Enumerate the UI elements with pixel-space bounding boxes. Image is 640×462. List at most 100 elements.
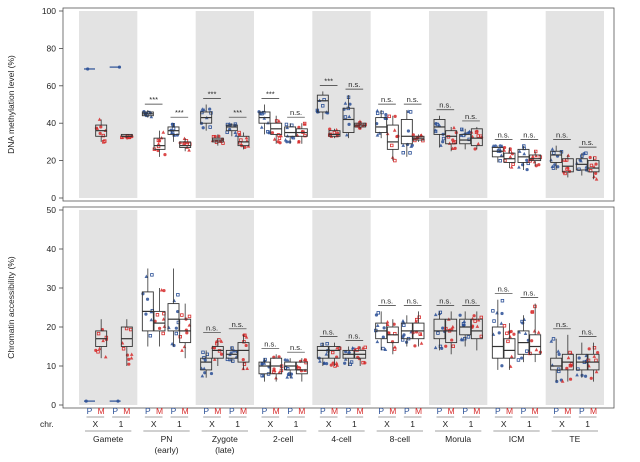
maternal-label: M (298, 406, 305, 416)
data-point (509, 329, 513, 334)
box-group (328, 342, 342, 368)
significance-label: n.s. (465, 296, 477, 305)
box-group (327, 127, 341, 139)
significance-label: n.s. (290, 108, 302, 117)
data-point (343, 357, 348, 361)
box-group (491, 298, 505, 370)
box-iqr (491, 326, 504, 359)
data-point (517, 149, 522, 153)
data-point (258, 112, 263, 116)
data-point (219, 339, 224, 343)
data-point (234, 133, 239, 137)
significance-label: n.s. (407, 95, 419, 104)
accessibility-panel: 0 10 20 30 40 50 Chromatin accessibility (%) n.… (6, 205, 615, 410)
box-group (549, 145, 564, 170)
box-iqr (328, 130, 341, 137)
box-group (374, 311, 388, 351)
box-iqr (211, 346, 224, 359)
box-group (469, 126, 484, 151)
data-point (509, 354, 514, 358)
significance-label: *** (266, 90, 275, 99)
data-point (525, 349, 529, 353)
paternal-label: P (495, 406, 501, 416)
box-iqr (529, 334, 542, 355)
stage-label: 4-cell (331, 434, 351, 444)
data-point (209, 371, 214, 376)
data-point (302, 357, 307, 362)
data-point (475, 324, 480, 328)
box-iqr (153, 137, 166, 150)
data-point (393, 158, 397, 163)
data-point (520, 356, 524, 360)
stage-band (545, 210, 604, 405)
box-group (84, 67, 95, 71)
data-point (375, 111, 380, 116)
data-point (145, 297, 150, 301)
y-tick-label: 50 (47, 205, 57, 215)
data-point (560, 379, 565, 383)
data-point (329, 363, 333, 367)
data-point (180, 348, 184, 352)
data-point (285, 134, 290, 138)
data-point (575, 373, 579, 377)
maternal-label: M (273, 406, 280, 416)
chr-x-label: X (326, 419, 332, 429)
data-point (411, 133, 415, 137)
stage-label: PN (161, 434, 173, 444)
data-point (203, 358, 207, 362)
data-point (566, 355, 571, 360)
stage-band (195, 210, 254, 405)
chr-1-label: 1 (235, 419, 240, 429)
data-point (219, 352, 224, 356)
data-point (96, 331, 101, 336)
data-point (551, 337, 556, 341)
y-tick-label: 20 (47, 156, 57, 166)
significance-label: n.s. (498, 131, 510, 140)
data-point (556, 349, 561, 353)
data-point (557, 352, 561, 356)
box-group (153, 288, 167, 347)
data-point (244, 135, 249, 140)
data-point (381, 335, 385, 339)
data-point (491, 309, 495, 313)
maternal-label: M (564, 406, 571, 416)
data-point (286, 358, 290, 362)
data-point (97, 346, 102, 351)
data-point (441, 140, 445, 144)
data-point (162, 324, 167, 328)
maternal-label: M (590, 406, 597, 416)
box-iqr (284, 126, 297, 137)
paternal-label: P (287, 406, 293, 416)
box-iqr (503, 152, 516, 163)
data-point (129, 352, 134, 356)
data-point (178, 335, 182, 339)
data-point (318, 359, 322, 363)
data-point (322, 361, 326, 365)
chr-x-label: X (151, 419, 157, 429)
y-tick-label: 40 (47, 118, 57, 128)
data-point (594, 177, 599, 181)
box-iqr (225, 124, 238, 132)
data-point (392, 347, 397, 351)
box-iqr (386, 124, 399, 150)
box-group (491, 144, 504, 163)
data-point (436, 331, 440, 335)
data-point (129, 356, 134, 360)
stage-label: Gamete (93, 434, 124, 444)
box-group (237, 130, 251, 150)
box-group (109, 65, 122, 69)
paternal-label: P (521, 406, 527, 416)
significance-label: n.s. (439, 296, 451, 305)
data-point (374, 313, 379, 317)
data-point (266, 120, 270, 125)
significance-label: n.s. (439, 101, 451, 110)
paternal-label: P (203, 406, 209, 416)
data-point (161, 317, 166, 321)
box-group (575, 342, 589, 378)
box-group (199, 350, 214, 378)
data-point (96, 350, 100, 354)
chr-x-label: X (501, 419, 507, 429)
data-point (284, 122, 289, 127)
box-group (199, 104, 213, 131)
